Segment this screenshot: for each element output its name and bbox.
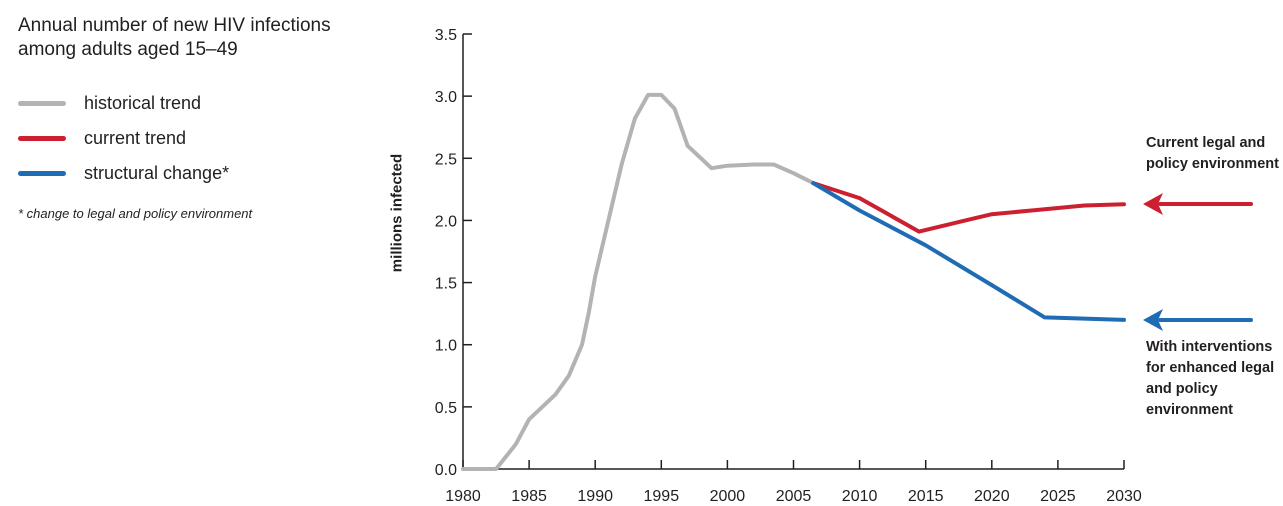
title-line-1: Annual number of new HIV infections [18,15,331,36]
arrow-interventions [1143,309,1253,331]
y-tick-label-1: 0.5 [435,400,457,417]
x-tick-label-10: 2030 [1106,488,1142,505]
legend-swatch-historical [18,101,66,106]
annotation-arrows [1143,193,1253,331]
legend-label-structural: structural change* [84,163,230,183]
annotation-current: Current legal and policy environment [1146,133,1279,175]
legend-label-current: current trend [84,128,187,148]
y-tick-label-5: 2.5 [435,151,457,168]
y-tick-label-6: 3.0 [435,89,457,106]
arrow-current [1143,193,1253,215]
arrow-interventions-head [1143,309,1163,331]
title-line-2: among adults aged 15–49 [18,39,238,60]
annotation-current-line-2: policy environment [1146,156,1279,172]
annotation-interventions: With interventions for enhanced legal an… [1146,337,1274,421]
x-tick-label-7: 2015 [908,488,944,505]
x-tick-label-6: 2010 [842,488,878,505]
y-tick-label-4: 2.0 [435,213,457,230]
annotation-interventions-line-4: environment [1146,402,1234,418]
x-tick-label-0: 1980 [445,488,481,505]
series-line-historical-trend [461,92,816,471]
y-tick-label-2: 1.0 [435,338,457,355]
axes: 0.0 0.5 1.0 1.5 2.0 2.5 3.0 3.5 1980 1985 1990 1995… [435,27,1142,505]
series-lines [461,92,1126,471]
annotation-interventions-line-3: and policy [1146,381,1218,397]
x-tick-label-5: 2005 [776,488,812,505]
chart-title: Annual number of new HIV infections amon… [18,14,331,62]
legend-swatch-current [18,136,66,141]
legend: historical trend current trend structura… [18,86,229,191]
legend-item-current: current trend [18,121,229,156]
x-tick-label-3: 1995 [644,488,680,505]
arrow-current-head [1143,193,1163,215]
legend-item-structural: structural change* [18,156,229,191]
annotation-interventions-line-2: for enhanced legal [1146,360,1275,376]
legend-item-historical: historical trend [18,86,229,121]
annotation-interventions-line-1: With interventions [1146,339,1273,355]
y-tick-label-0: 0.0 [435,462,457,479]
y-tick-label-7: 3.5 [435,27,457,44]
legend-label-historical: historical trend [84,93,202,113]
series-line-structural-change [811,181,1126,322]
x-tick-label-2: 1990 [577,488,613,505]
y-tick-label-3: 1.5 [435,276,457,293]
annotation-current-line-1: Current legal and [1146,135,1266,151]
x-tick-label-4: 2000 [710,488,746,505]
legend-swatch-structural [18,171,66,176]
footnote: * change to legal and policy environment [18,206,253,221]
x-tick-label-8: 2020 [974,488,1010,505]
x-tick-label-9: 2025 [1040,488,1076,505]
x-tick-label-1: 1985 [511,488,547,505]
series-line-current-trend [811,181,1126,234]
